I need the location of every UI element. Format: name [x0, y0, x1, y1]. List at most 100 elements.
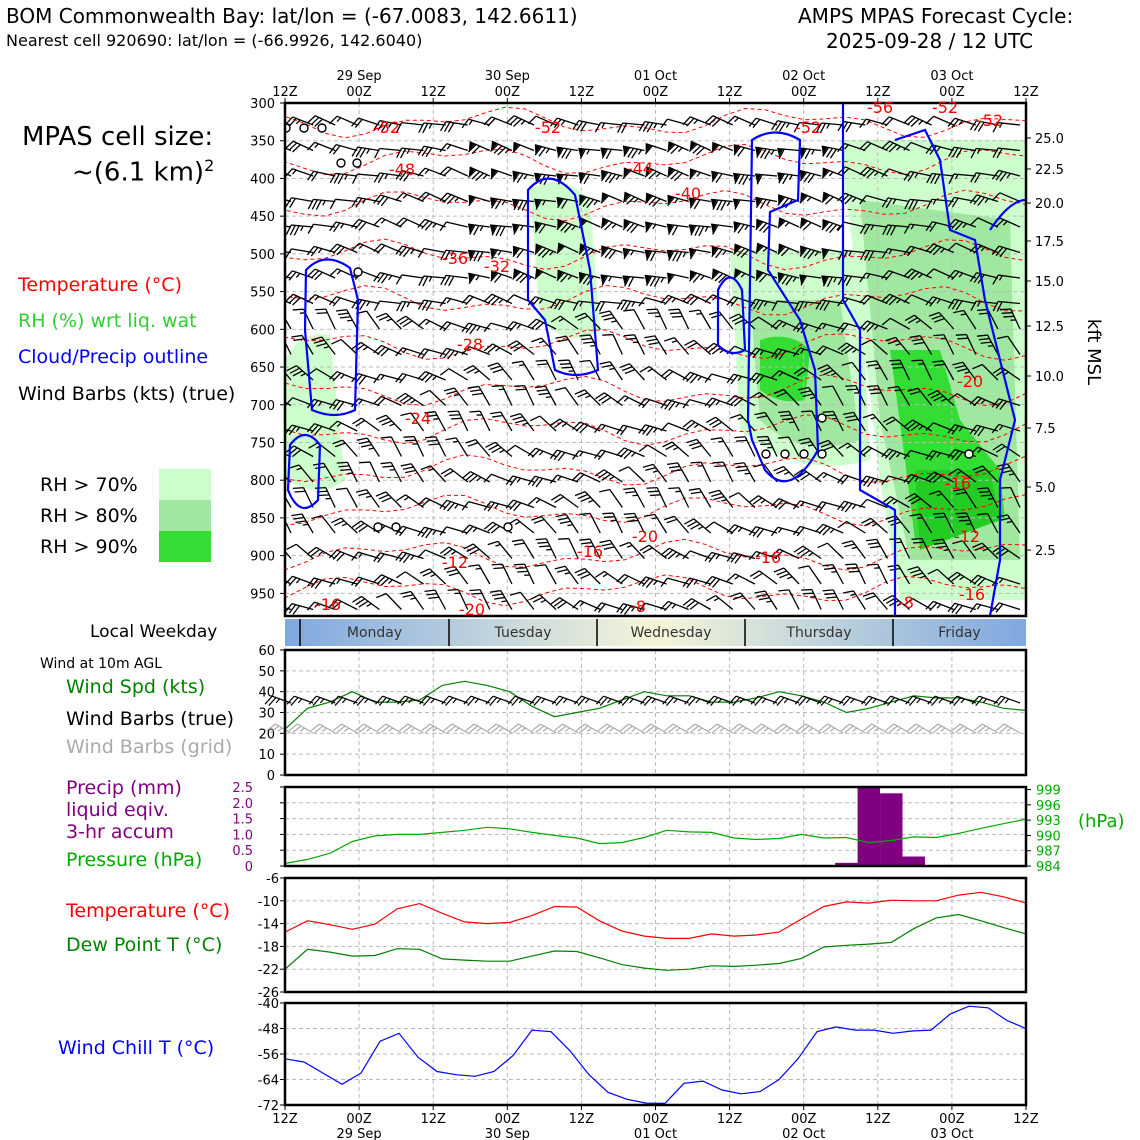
- precip-bar: [880, 793, 903, 866]
- wind-tick-label: 50: [258, 665, 275, 680]
- barb-shaft: [691, 695, 711, 704]
- barb-feather: [402, 397, 413, 405]
- barb-feather: [720, 200, 727, 211]
- barb-half-feather: [408, 698, 413, 704]
- barb-feather: [439, 166, 449, 175]
- barb-pennant: [733, 173, 740, 183]
- barb-half-feather: [866, 273, 871, 279]
- barb-feather: [572, 421, 581, 431]
- upper-air-wind-barb: [490, 168, 513, 180]
- barb-pennant: [622, 248, 629, 258]
- barb-feather: [527, 475, 536, 486]
- barb-feather: [726, 296, 735, 306]
- barb-feather: [491, 446, 502, 454]
- barb-feather: [619, 363, 630, 369]
- barb-pennant: [623, 219, 630, 230]
- temperature-contour-label: -8: [630, 597, 646, 616]
- pressure-tick-label: 450: [250, 210, 275, 225]
- barb-half-feather: [936, 298, 941, 304]
- barb-feather: [756, 147, 763, 158]
- barb-pennant: [733, 199, 739, 209]
- barb-feather: [881, 270, 890, 280]
- barb-feather: [748, 347, 757, 357]
- barb-half-feather: [366, 727, 372, 732]
- upper-air-wind-barb: [285, 293, 314, 306]
- barb-feather: [549, 117, 558, 127]
- upper-air-wind-barb: [286, 365, 314, 381]
- barb-feather: [734, 199, 741, 210]
- temperature-dewpoint-panel: -6-10-14-18-22-26: [258, 872, 1028, 1001]
- upper-air-wind-barb: [400, 412, 425, 432]
- barb-shaft: [579, 243, 601, 254]
- upper-air-wind-barb: [623, 487, 646, 508]
- upper-air-wind-barb: [373, 395, 402, 407]
- barb-feather: [688, 487, 700, 491]
- barb-feather: [688, 441, 700, 447]
- barb-feather: [954, 364, 966, 369]
- date-tick-label-top: 30 Sep: [485, 69, 530, 84]
- barb-feather: [511, 360, 523, 364]
- barb-feather: [991, 192, 1001, 201]
- barb-feather: [664, 549, 674, 558]
- barb-feather: [288, 577, 297, 587]
- cloud-outline-5: [746, 131, 820, 483]
- upper-air-wind-barb: [947, 242, 977, 254]
- barb-feather: [904, 314, 915, 322]
- barb-half-feather: [936, 493, 943, 497]
- barb-feather: [577, 570, 588, 577]
- barb-feather: [711, 144, 720, 154]
- barb-feather: [376, 346, 386, 355]
- barb-feather: [439, 546, 450, 554]
- barb-feather: [817, 364, 828, 370]
- barb-feather: [934, 317, 945, 323]
- barb-feather: [557, 601, 567, 609]
- upper-air-wind-barb: [997, 335, 1021, 355]
- barb-feather: [649, 494, 661, 497]
- barb-feather: [640, 695, 649, 705]
- upper-air-wind-barb: [909, 513, 933, 534]
- barb-feather: [823, 369, 834, 376]
- barb-feather: [752, 119, 761, 129]
- barb-half-feather: [718, 146, 724, 151]
- wind-barb-true: [728, 695, 756, 706]
- barb-feather: [797, 301, 804, 312]
- barb-feather: [571, 600, 581, 609]
- barb-feather: [289, 367, 300, 374]
- barb-feather: [711, 172, 719, 183]
- barb-half-feather: [611, 519, 617, 522]
- barb-pennant: [710, 199, 717, 209]
- upper-air-wind-barb: [991, 423, 1021, 434]
- barb-feather: [290, 697, 299, 706]
- upper-air-wind-barb: [556, 242, 579, 255]
- upper-air-wind-barb: [881, 140, 910, 153]
- barb-feather: [798, 437, 809, 442]
- barb-feather: [447, 350, 455, 360]
- barb-feather: [903, 450, 911, 460]
- barb-feather: [439, 499, 448, 509]
- barb-feather: [623, 605, 632, 615]
- barb-half-feather: [674, 198, 679, 204]
- temp-tick-label: -10: [258, 895, 279, 910]
- upper-air-wind-barb: [534, 198, 557, 210]
- barb-shaft: [557, 242, 579, 254]
- barb-feather: [925, 471, 935, 480]
- barb-feather: [490, 272, 499, 282]
- wind-barbs-grid-label: Wind Barbs (grid): [66, 736, 233, 758]
- barb-shaft: [758, 316, 778, 330]
- barb-feather: [933, 334, 945, 337]
- upper-air-wind-barb: [644, 221, 667, 233]
- barb-half-feather: [380, 374, 385, 381]
- barb-feather: [664, 400, 672, 410]
- upper-air-wind-barb: [306, 423, 336, 435]
- barb-feather: [976, 512, 988, 516]
- barb-feather: [648, 196, 657, 206]
- barb-feather: [907, 171, 915, 182]
- upper-air-wind-barb: [439, 297, 468, 307]
- barb-half-feather: [299, 727, 305, 732]
- barb-feather: [869, 545, 881, 549]
- barb-half-feather: [406, 301, 411, 308]
- barb-feather: [419, 389, 430, 396]
- barb-half-feather: [366, 148, 371, 154]
- barb-feather: [910, 118, 920, 127]
- barb-feather: [756, 300, 764, 311]
